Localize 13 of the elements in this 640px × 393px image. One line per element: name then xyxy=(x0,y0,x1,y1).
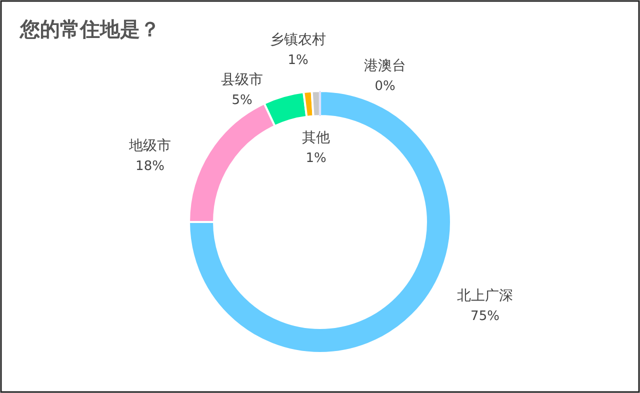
slice-label: 北上广深 xyxy=(457,288,513,304)
chart-title: 您的常住地是？ xyxy=(19,17,160,41)
text: 0% xyxy=(374,79,396,94)
data-label: 18% xyxy=(136,159,164,174)
data-label: 5% xyxy=(232,93,252,108)
data-label: 75% xyxy=(470,309,500,324)
data-label: 1% xyxy=(288,53,308,68)
category-label: 港澳台 xyxy=(364,58,406,74)
slice-label: 县级市 xyxy=(221,72,263,88)
slice-label: 其他 xyxy=(302,130,330,146)
data-label: 1% xyxy=(306,151,326,166)
slice-label: 乡镇农村 xyxy=(270,32,326,48)
slice-label: 地级市 xyxy=(128,138,171,154)
